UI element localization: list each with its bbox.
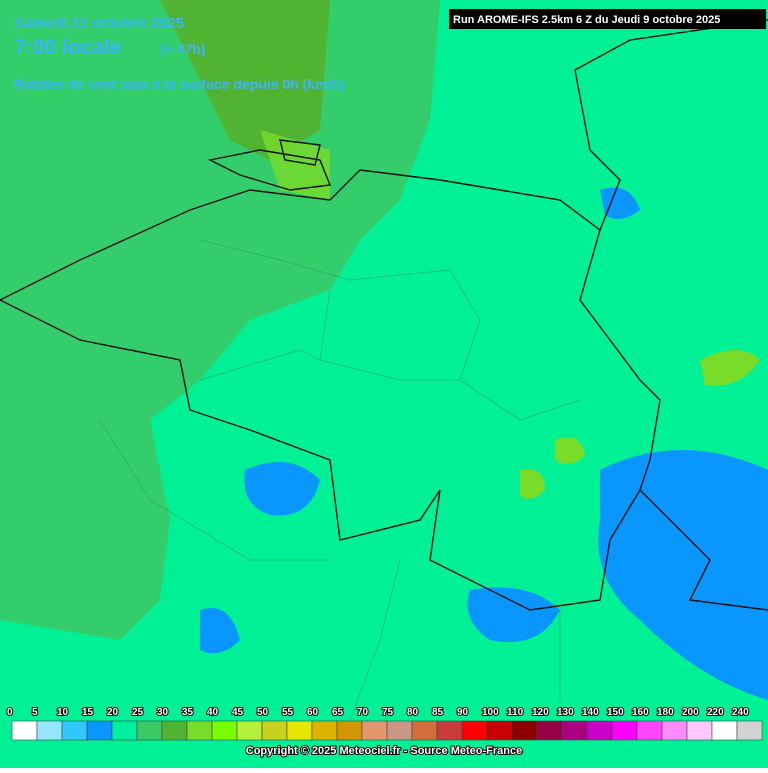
strong-gust-zone [160, 0, 330, 160]
country-border [579, 229, 661, 491]
legend-swatch [486, 720, 513, 741]
legend-swatch [186, 720, 213, 741]
legend-swatch [211, 720, 238, 741]
country-border [0, 19, 768, 301]
legend-swatch [86, 720, 113, 741]
legend-label: 80 [407, 707, 419, 718]
forecast-date: Samedi 11 octobre 2025 [14, 15, 184, 32]
legend-swatch [236, 720, 263, 741]
legend-swatch [636, 720, 663, 741]
legend-label: 160 [632, 707, 649, 718]
map-title: Rafales de vent max à la surface depuis … [14, 76, 345, 92]
legend-label: 140 [582, 707, 599, 718]
legend-label: 220 [707, 707, 724, 718]
legend-label: 130 [557, 707, 574, 718]
legend-swatch [511, 720, 538, 741]
legend-label: 65 [332, 707, 344, 718]
legend-swatch [311, 720, 338, 741]
legend-label: 85 [432, 707, 444, 718]
legend-swatch [611, 720, 638, 741]
legend-label: 75 [382, 707, 394, 718]
legend-swatch [36, 720, 63, 741]
legend-label: 5 [32, 707, 38, 718]
legend-swatch [436, 720, 463, 741]
legend-label: 180 [657, 707, 674, 718]
legend-label: 120 [532, 707, 549, 718]
legend-swatch [286, 720, 313, 741]
weak-gust-zone [467, 587, 560, 642]
legend-label: 25 [132, 707, 144, 718]
legend-swatch [586, 720, 613, 741]
legend-label: 150 [607, 707, 624, 718]
legend-label: 240 [732, 707, 749, 718]
legend-swatch [536, 720, 563, 741]
strong-gust-zone [555, 437, 585, 464]
country-border [0, 299, 768, 611]
region-border [99, 239, 581, 721]
legend-label: 60 [307, 707, 319, 718]
legend-swatch [661, 720, 688, 741]
legend-swatch [736, 720, 763, 741]
strong-gust-zone [260, 130, 330, 200]
run-label-background [449, 9, 766, 29]
strong-gust-zone [520, 469, 545, 499]
weak-gust-zone [600, 187, 640, 219]
legend-label: 50 [257, 707, 269, 718]
forecast-lead: (+ 47h) [160, 41, 206, 57]
legend-swatch [111, 720, 138, 741]
weak-gust-zone [200, 608, 240, 654]
legend: 0 5 10 15 20 25 30 35 40 45 50 55 60 65 70 75 80 85 90 100 1… [6, 706, 763, 741]
legend-label: 30 [157, 707, 169, 718]
legend-swatch [161, 720, 188, 741]
legend-label: 200 [682, 707, 699, 718]
legend-label: 70 [357, 707, 369, 718]
legend-label: 40 [207, 707, 219, 718]
legend-swatch [686, 720, 713, 741]
legend-label: 110 [507, 707, 524, 718]
legend-swatch [461, 720, 488, 741]
copyright: Copyright © 2025 Meteociel.fr - Source M… [246, 745, 522, 757]
legend-swatch [336, 720, 363, 741]
legend-label: 90 [457, 707, 469, 718]
forecast-time: 7:00 locale [14, 36, 121, 59]
strong-gust-zone [700, 350, 760, 386]
legend-label: 15 [82, 707, 94, 718]
legend-swatch [411, 720, 438, 741]
weak-gust-zone [244, 462, 320, 516]
legend-swatch [136, 720, 163, 741]
weak-gust-zone [598, 450, 768, 700]
legend-swatch [711, 720, 738, 741]
legend-label: 55 [282, 707, 294, 718]
legend-swatch [386, 720, 413, 741]
legend-label: 20 [107, 707, 119, 718]
legend-label: 35 [182, 707, 194, 718]
legend-label: 0 [7, 707, 13, 718]
legend-swatch [261, 720, 288, 741]
run-label: Run AROME-IFS 2.5km 6 Z du Jeudi 9 octob… [453, 14, 720, 26]
coastline [207, 139, 331, 191]
legend-label: 10 [57, 707, 69, 718]
legend-swatch [361, 720, 388, 741]
legend-swatch [61, 720, 88, 741]
legend-label: 100 [482, 707, 499, 718]
legend-swatch [11, 720, 38, 741]
legend-swatch [561, 720, 588, 741]
legend-label: 45 [232, 707, 244, 718]
